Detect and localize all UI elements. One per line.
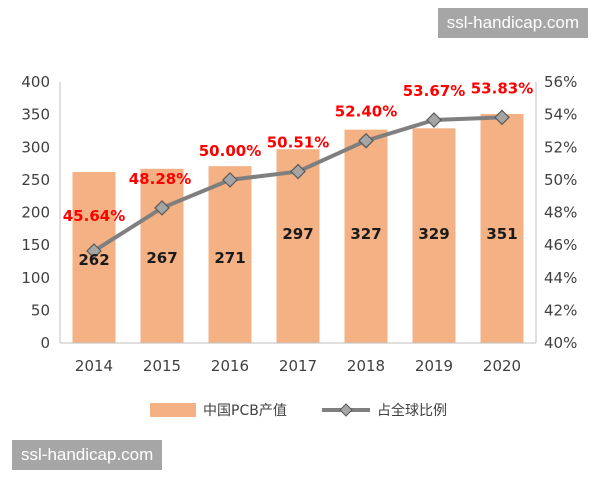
legend-label-line: 占全球比例 — [377, 402, 447, 419]
bar-value-label: 329 — [418, 225, 449, 243]
line-value-label: 50.51% — [267, 134, 329, 152]
left-axis: 0 50 100 150 200 250 300 350 400 — [21, 73, 61, 352]
bar — [412, 128, 456, 343]
line-labels: 45.64% 48.28% 50.00% 50.51% 52.40% 53.67% 53.8… — [63, 79, 533, 225]
left-tick-label: 0 — [40, 334, 50, 352]
right-tick-label: 40% — [544, 334, 577, 352]
line-value-label: 53.83% — [471, 79, 533, 97]
line-marker — [86, 243, 102, 259]
x-tick-label: 2015 — [143, 357, 181, 375]
right-tick-label: 50% — [544, 171, 577, 189]
legend-label-bar: 中国PCB产值 — [203, 403, 287, 419]
left-tick-label: 200 — [21, 204, 50, 222]
bar — [276, 149, 320, 343]
line-value-label: 53.67% — [403, 82, 465, 100]
legend: 中国PCB产值 占全球比例 — [150, 402, 447, 419]
bar-value-label: 267 — [146, 249, 177, 267]
left-tick-label: 400 — [21, 73, 50, 91]
right-tick-label: 52% — [544, 138, 577, 156]
line-marker — [358, 132, 374, 149]
bar-labels: 262 267 271 297 327 329 351 — [78, 225, 517, 269]
x-tick-label: 2020 — [483, 357, 521, 375]
right-tick-label: 46% — [544, 236, 577, 254]
left-tick-label: 300 — [21, 138, 50, 156]
watermark-bottom: ssl-handicap.com — [12, 440, 163, 470]
line-value-label: 50.00% — [199, 142, 261, 160]
legend-swatch-bar — [150, 403, 196, 417]
right-tick-label: 42% — [544, 301, 577, 319]
right-tick-label: 54% — [544, 106, 577, 124]
left-tick-label: 50 — [31, 301, 50, 319]
x-tick-label: 2018 — [347, 357, 385, 375]
right-tick-label: 56% — [544, 73, 577, 91]
bar-value-label: 297 — [282, 225, 313, 243]
bar-value-label: 327 — [350, 225, 381, 243]
bar-value-label: 262 — [78, 251, 109, 269]
x-tick-label: 2017 — [279, 357, 317, 375]
line-marker — [290, 163, 306, 180]
line-series — [86, 109, 510, 259]
line-marker — [154, 200, 170, 216]
bar — [480, 113, 524, 343]
legend-swatch-marker — [339, 403, 353, 417]
left-tick-label: 250 — [21, 171, 50, 189]
x-axis: 2014 2015 2016 2017 2018 2019 2020 — [60, 342, 536, 375]
bar — [208, 166, 252, 343]
left-tick-label: 100 — [21, 269, 50, 287]
bar — [140, 168, 184, 343]
right-axis: 40% 42% 44% 46% 48% 50% 52% 54% 56% — [535, 73, 577, 352]
bar-value-label: 271 — [214, 249, 245, 267]
line-value-label: 45.64% — [63, 207, 125, 225]
left-tick-label: 350 — [21, 106, 50, 124]
bar — [344, 129, 388, 343]
left-tick-label: 150 — [21, 236, 50, 254]
x-tick-label: 2016 — [211, 357, 249, 375]
x-tick-label: 2019 — [415, 357, 453, 375]
line-value-label: 52.40% — [335, 103, 397, 121]
line-marker — [222, 172, 238, 188]
right-tick-label: 44% — [544, 269, 577, 287]
bars — [72, 113, 524, 343]
line-marker — [426, 112, 442, 128]
watermark-top: ssl-handicap.com — [437, 8, 588, 38]
right-tick-label: 48% — [544, 204, 577, 222]
line-value-label: 48.28% — [129, 170, 191, 188]
line-marker — [494, 109, 510, 126]
x-tick-label: 2014 — [75, 357, 113, 375]
bar-value-label: 351 — [486, 225, 517, 243]
